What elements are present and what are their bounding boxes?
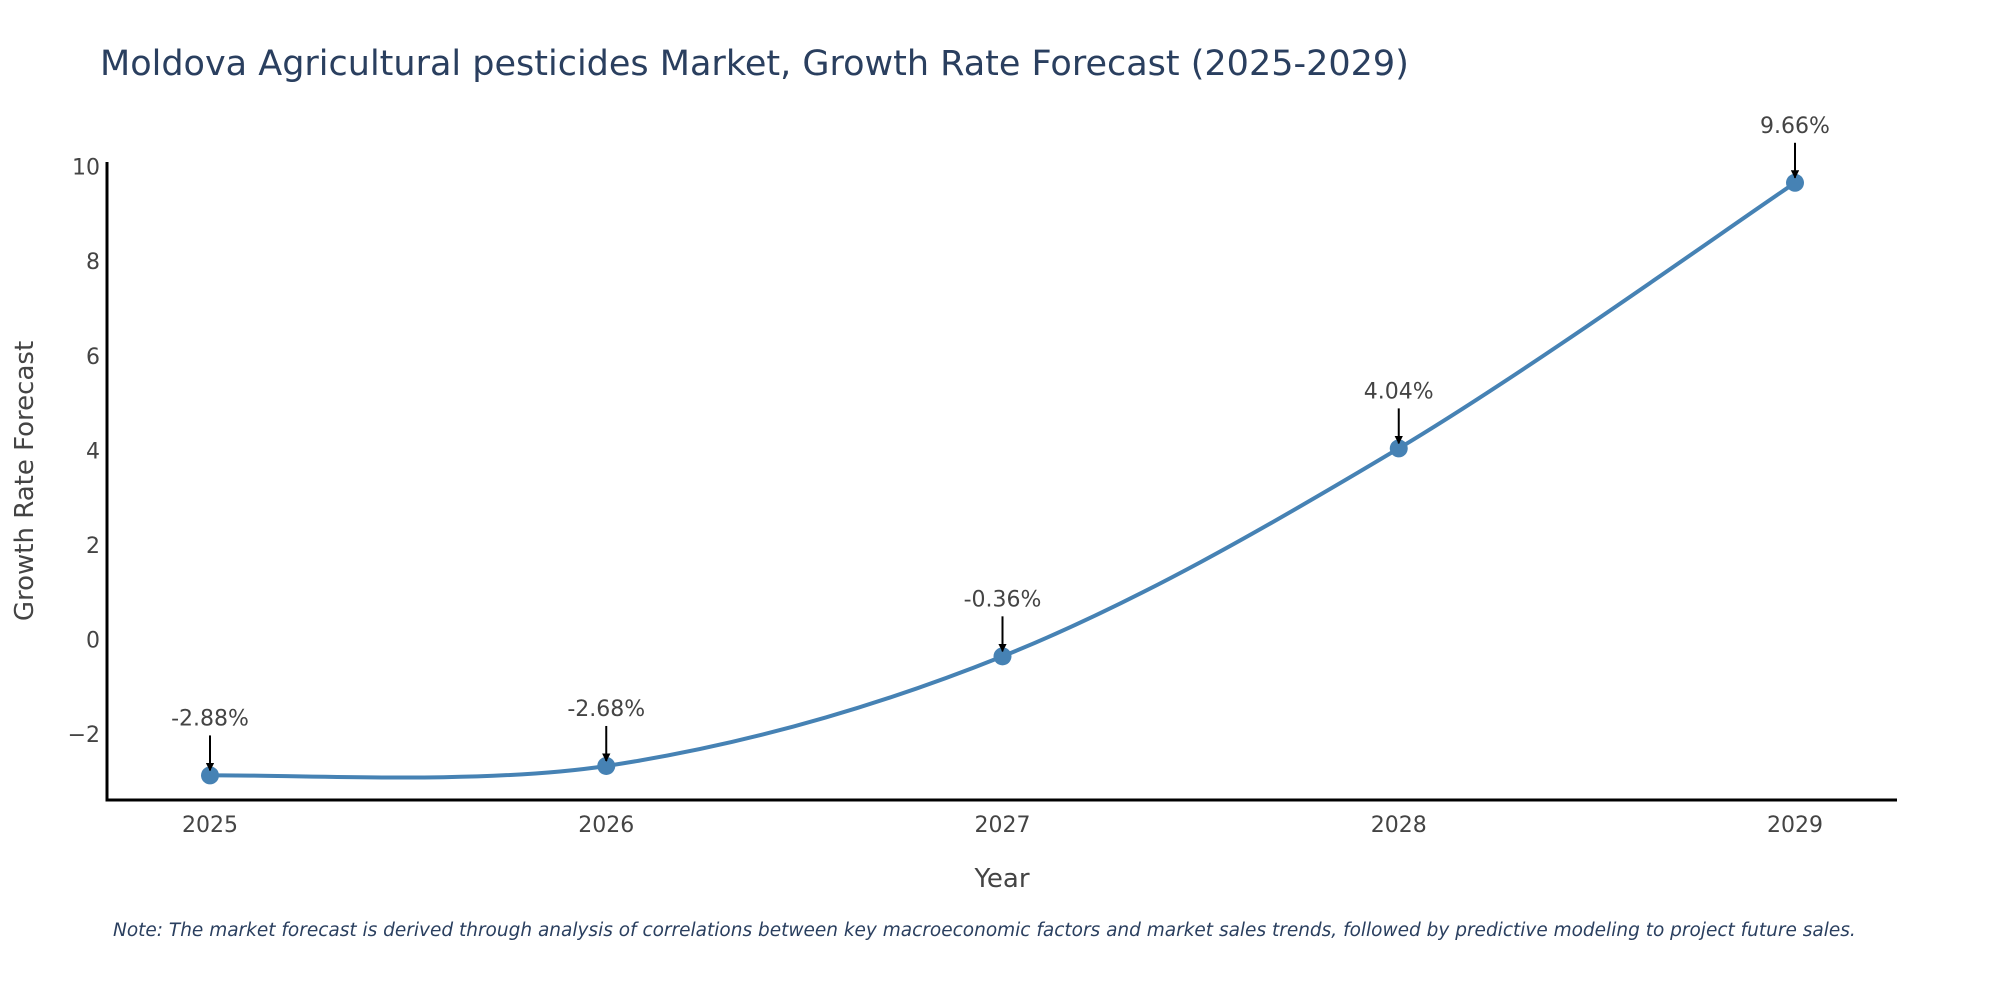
- data-label: -2.68%: [567, 697, 645, 722]
- y-tick-label: 8: [86, 250, 100, 275]
- data-point: [1389, 439, 1408, 458]
- x-tick-label: 2026: [578, 813, 634, 838]
- data-point: [201, 766, 219, 785]
- y-tick-label: 0: [86, 628, 100, 653]
- x-tick-label: 2029: [1767, 813, 1823, 838]
- y-tick-label: 6: [86, 345, 100, 370]
- y-tick-label: 10: [72, 156, 100, 181]
- chart-title: Moldova Agricultural pesticides Market, …: [100, 44, 1409, 84]
- y-tick-label: 2: [86, 534, 100, 559]
- y-tick-label: 4: [86, 439, 100, 464]
- data-annotations: -2.88% -2.68% -0.36% 4.04% 9.66%: [171, 114, 1830, 772]
- x-tick-label: 2028: [1371, 813, 1427, 838]
- x-axis-title: Year: [973, 864, 1029, 894]
- data-point: [993, 647, 1012, 666]
- data-point: [597, 756, 616, 775]
- x-tick-label: 2025: [182, 813, 238, 838]
- chart-note: Note: The market forecast is derived thr…: [113, 920, 1856, 941]
- series-layer: [209, 181, 1797, 780]
- data-markers: [201, 173, 1804, 785]
- y-axis-title: Growth Rate Forecast: [10, 341, 40, 621]
- data-label: -0.36%: [964, 587, 1042, 612]
- data-label: 9.66%: [1760, 114, 1830, 139]
- data-label: -2.88%: [171, 706, 249, 731]
- series-line: [209, 181, 1797, 780]
- data-point: [1786, 173, 1804, 192]
- axes: [105, 162, 1897, 802]
- y-tick-label: −2: [68, 723, 100, 748]
- tick-labels: −2 0 2 4 6 8 10 2025 2026 2027 2028 2029: [68, 156, 1823, 838]
- data-label: 4.04%: [1364, 379, 1434, 404]
- x-tick-label: 2027: [975, 813, 1031, 838]
